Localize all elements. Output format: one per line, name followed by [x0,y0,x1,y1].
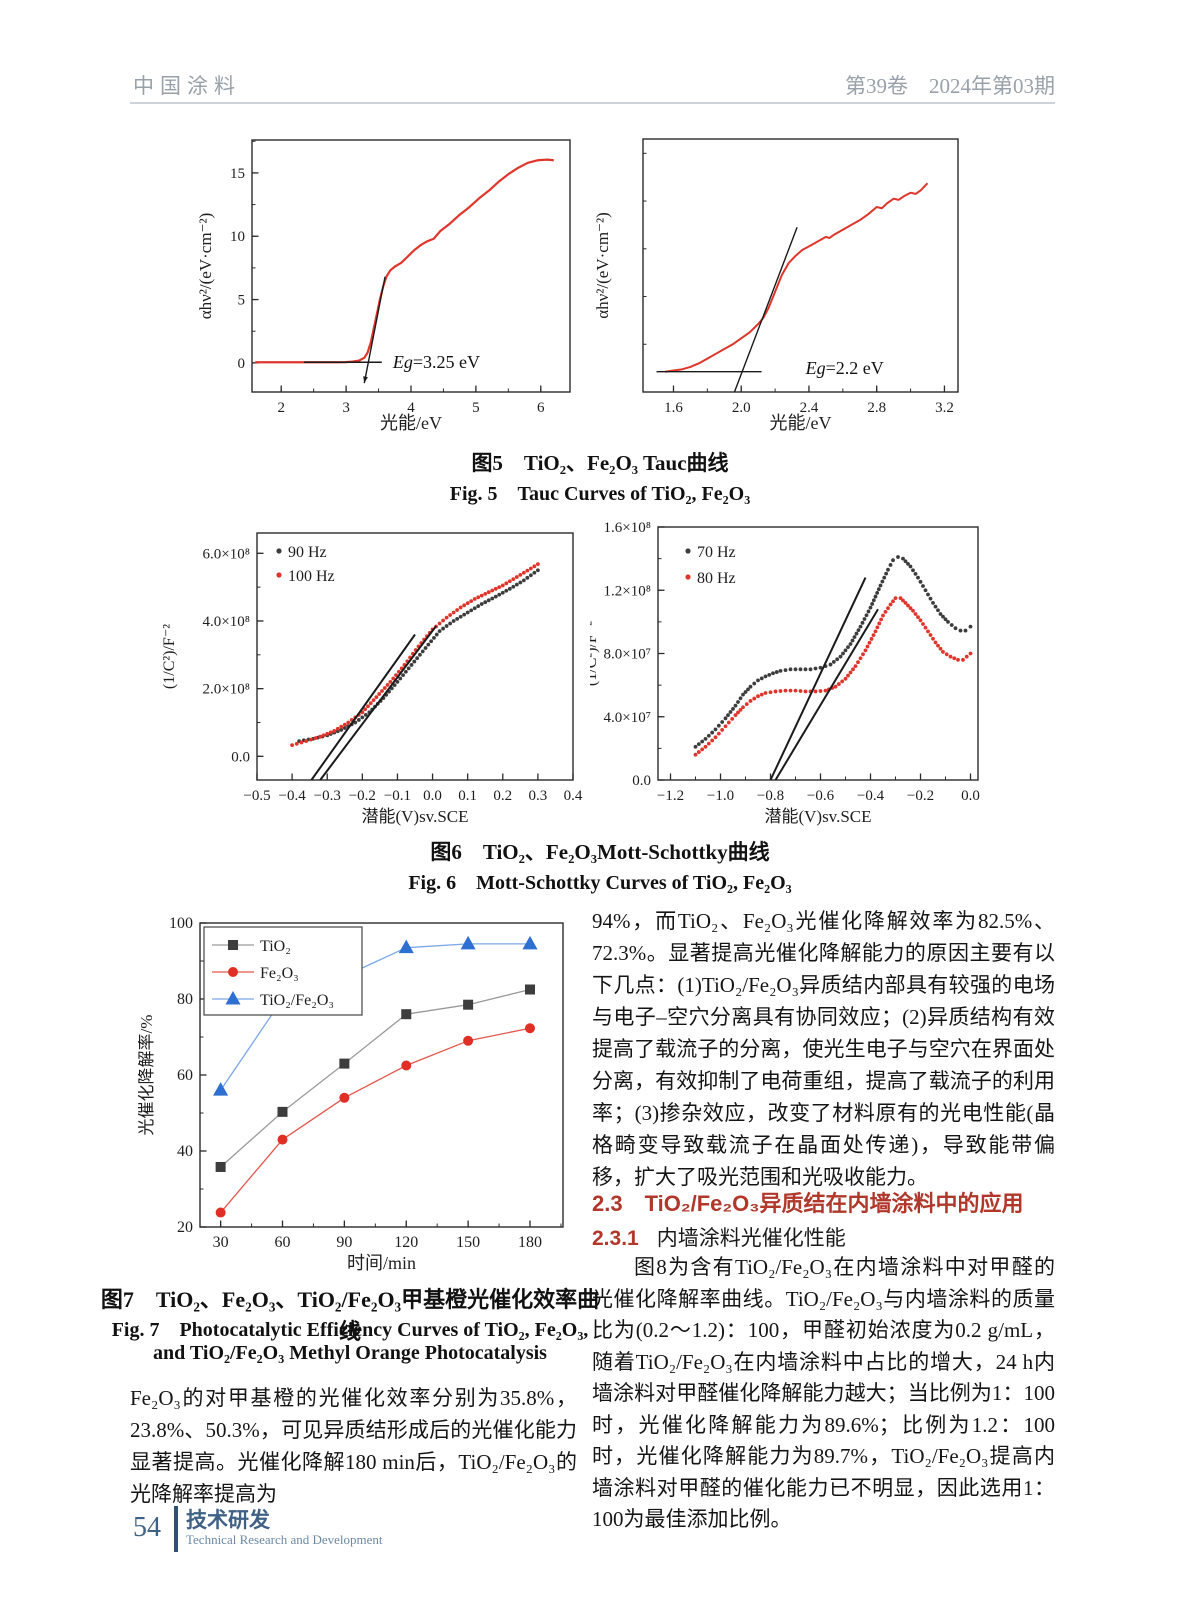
fig7-caption-en-line1: Fig. 7 Photocatalytic Efficiency Curves … [111,1319,589,1341]
fig7-caption-zh: 图7 TiO₂、Fe₂O₃、TiO₂/Fe₂O₃甲基橙光催化效率曲线 [100,1287,600,1344]
section-2-3-1-number: 2.3.1 [592,1227,639,1250]
issue-info: 第39卷 2024年第03期 [845,74,1055,98]
svg-text:潜能(V)sv.SCE: 潜能(V)sv.SCE [764,807,871,826]
svg-text:0.0: 0.0 [231,749,250,765]
svg-text:150: 150 [456,1234,480,1251]
svg-text:0.1: 0.1 [458,788,477,804]
svg-text:−0.4: −0.4 [279,788,307,804]
svg-text:−0.2: −0.2 [907,788,934,804]
fig7-caption-en-line2: and TiO₂/Fe₂O₃ Methyl Orange Photocataly… [153,1342,547,1364]
svg-text:1.2×10⁸: 1.2×10⁸ [604,583,651,599]
svg-text:6.0×10⁸: 6.0×10⁸ [203,546,250,562]
svg-text:光能/eV: 光能/eV [770,413,832,433]
svg-text:90 Hz: 90 Hz [288,544,327,561]
svg-text:4: 4 [407,400,415,416]
svg-text:0.0: 0.0 [423,788,442,804]
page-number: 54 [133,1512,161,1543]
svg-text:0.3: 0.3 [529,788,548,804]
tauc-chart-fe2o3: 1.6 2.0 2.4 2.8 3.2 光能/eV αhν²/(eV·cm⁻²) Eg=2.2… [596,138,959,433]
svg-text:光催化降解率/%: 光催化降解率/% [138,1015,156,1136]
fig5-caption-en: Fig. 5 Tauc Curves of TiO₂, Fe₂O₃ [449,483,751,505]
svg-text:100 Hz: 100 Hz [288,568,335,585]
photocatalytic-efficiency-chart: 30 60 90 120 150 180 20 40 60 80 100 时间/min 光催化降解率/%… [138,915,564,1273]
svg-text:180: 180 [518,1234,542,1251]
svg-text:80 Hz: 80 Hz [697,570,736,587]
svg-text:0.0: 0.0 [961,788,980,804]
svg-text:αhν²/(eV·cm⁻²): αhν²/(eV·cm⁻²) [196,213,215,320]
svg-text:−0.8: −0.8 [757,788,784,804]
svg-text:1.6×10⁸: 1.6×10⁸ [604,520,651,536]
fig6-caption-zh: 图6 TiO₂、Fe₂O₃Mott-Schottky曲线 [430,840,770,864]
svg-text:60: 60 [275,1234,291,1251]
svg-text:10: 10 [230,229,245,245]
svg-text:−0.2: −0.2 [349,788,376,804]
svg-text:90: 90 [336,1234,352,1251]
footer-department-zh: 技术研发 [186,1509,270,1532]
svg-text:80: 80 [177,991,193,1008]
tauc-chart-tio2: 2 3 4 5 6 0 5 10 15 光能/eV αhν²/(eV·cm⁻²) Eg=3.25 eV [196,139,571,433]
svg-text:αhν²/(eV·cm⁻²): αhν²/(eV·cm⁻²) [596,212,612,319]
mott-schottky-chart-fe2o3: −1.2 −1.0 −0.8 −0.6 −0.4 −0.2 0.0 0.0 4.0×10⁷ 8.0… [590,520,980,826]
svg-text:40: 40 [177,1143,193,1160]
svg-text:70 Hz: 70 Hz [697,544,736,561]
journal-name: 中国涂料 [133,74,241,98]
svg-text:−1.0: −1.0 [707,788,734,804]
svg-text:0: 0 [238,356,246,372]
svg-text:120: 120 [394,1234,418,1251]
svg-text:2.0×10⁸: 2.0×10⁸ [203,682,250,698]
svg-text:时间/min: 时间/min [347,1253,416,1273]
svg-text:3: 3 [342,400,350,416]
svg-text:8.0×10⁷: 8.0×10⁷ [604,647,651,663]
svg-text:−0.4: −0.4 [857,788,885,804]
svg-text:2.4: 2.4 [800,400,819,416]
svg-text:(1/C²)/F⁻²: (1/C²)/F⁻² [161,624,178,689]
header-divider [130,102,1055,104]
right-column-paragraph-2: 图8为含有TiO₂/Fe₂O₃在内墙涂料中对甲醛的光催化降解率曲线。TiO₂/F… [592,1255,1055,1531]
svg-text:6: 6 [537,400,545,416]
footer-department-en: Technical Research and Development [186,1532,383,1547]
svg-text:0.2: 0.2 [493,788,512,804]
svg-text:20: 20 [177,1219,193,1236]
svg-text:5: 5 [472,400,480,416]
svg-text:−0.3: −0.3 [314,788,341,804]
svg-text:TiO₂/Fe₂O₃: TiO₂/Fe₂O₃ [260,992,334,1009]
svg-text:2: 2 [277,400,285,416]
right-column-paragraph-1: 94%，而TiO₂、Fe₂O₃光催化降解效率为82.5%、72.3%。显著提高光… [592,909,1055,1189]
footer-divider-bar [174,1506,178,1552]
section-heading-2-3-1: 2.3.1 内墙涂料光催化性能 [592,1222,1062,1252]
fig6-caption-en: Fig. 6 Mott-Schottky Curves of TiO₂, Fe₂… [408,872,792,894]
mott-schottky-chart-tio2: −0.5 −0.4 −0.3 −0.2 −0.1 0.0 0.1 0.2 0.3 0.4 0.0 2.… [161,532,583,826]
svg-text:−0.5: −0.5 [243,788,270,804]
svg-text:−0.6: −0.6 [807,788,835,804]
svg-text:15: 15 [230,166,245,182]
section-2-3-1-title: 内墙涂料光催化性能 [656,1226,846,1250]
svg-text:TiO₂: TiO₂ [260,938,291,955]
svg-text:−1.2: −1.2 [657,788,684,804]
svg-text:−0.1: −0.1 [384,788,411,804]
svg-text:0.0: 0.0 [632,773,651,789]
svg-text:4.0×10⁷: 4.0×10⁷ [604,710,651,726]
svg-text:2.0: 2.0 [732,400,751,416]
section-heading-2-3: 2.3 TiO₂/Fe₂O₃异质结在内墙涂料中的应用 [592,1191,1024,1216]
svg-text:(1/C²)/F⁻²: (1/C²)/F⁻² [590,621,600,686]
svg-text:1.6: 1.6 [664,400,683,416]
svg-text:Eg=3.25 eV: Eg=3.25 eV [392,352,480,372]
fig5-caption-zh: 图5 TiO₂、Fe₂O₃ Tauc曲线 [471,451,729,475]
svg-text:3.2: 3.2 [935,400,954,416]
svg-text:Fe₂O₃: Fe₂O₃ [260,965,299,982]
svg-text:潜能(V)sv.SCE: 潜能(V)sv.SCE [361,807,468,826]
svg-text:30: 30 [213,1234,229,1251]
left-column-paragraph: Fe₂O₃的对甲基橙的光催化效率分别为35.8%，23.8%、50.3%，可见异… [130,1386,577,1506]
svg-text:Eg=2.2 eV: Eg=2.2 eV [805,358,884,378]
svg-text:100: 100 [169,915,193,932]
svg-text:光能/eV: 光能/eV [380,413,442,433]
svg-text:5: 5 [238,293,246,309]
svg-text:60: 60 [177,1067,193,1084]
svg-text:4.0×10⁸: 4.0×10⁸ [203,614,250,630]
svg-text:0.4: 0.4 [564,788,583,804]
svg-text:2.8: 2.8 [867,400,886,416]
